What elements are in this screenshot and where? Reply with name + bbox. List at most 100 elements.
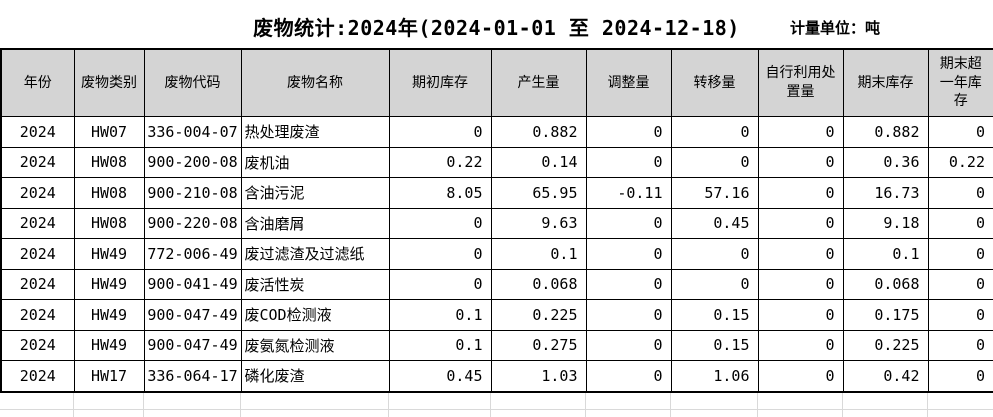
year-cell: 2024 [0,146,75,178]
closing-stock-cell: 0.175 [842,299,929,331]
transferred-amount-cell: 0.15 [670,299,759,331]
ghost-grid-cell [388,392,491,410]
adjusted-amount-cell: -0.11 [585,177,672,209]
ghost-grid-cell [0,392,74,410]
column-header: 废物代码 [143,48,242,117]
column-header: 废物类别 [73,48,145,117]
table-row: 2024 HW07 336-004-07 热处理废渣 0 0.882 0 0 0 0.882 0 [0,116,993,148]
ghost-grid-cell [143,392,241,410]
waste-category-cell: HW08 [73,177,145,209]
waste-name-cell: 含油磨屑 [240,207,390,239]
generated-amount-cell: 0.225 [490,299,587,331]
ghost-grid-cell [240,392,389,410]
adjusted-amount-cell: 0 [585,329,672,361]
waste-code-cell: 900-047-49 [143,329,242,361]
year-cell: 2024 [0,299,75,331]
waste-name-cell: 废氨氮检测液 [240,329,390,361]
adjusted-amount-cell: 0 [585,360,672,392]
self-disposal-amount-cell: 0 [757,329,844,361]
generated-amount-cell: 0.1 [490,238,587,270]
generated-amount-cell: 0.275 [490,329,587,361]
year-cell: 2024 [0,207,75,239]
closing-stock-cell: 0.882 [842,116,929,148]
over-one-year-stock-cell: 0 [927,360,993,392]
self-disposal-amount-cell: 0 [757,207,844,239]
transferred-amount-cell: 0.15 [670,329,759,361]
transferred-amount-cell: 1.06 [670,360,759,392]
waste-name-cell: 废COD检测液 [240,299,390,331]
transferred-amount-cell: 0 [670,146,759,178]
measurement-unit-label: 计量单位：吨 [790,19,881,37]
transferred-amount-cell: 0.45 [670,207,759,239]
opening-stock-cell: 0 [388,116,492,148]
column-header: 期末库存 [842,48,929,117]
year-cell: 2024 [0,329,75,361]
closing-stock-cell: 0.42 [842,360,929,392]
transferred-amount-cell: 0 [670,116,759,148]
ghost-grid-cell [927,409,993,417]
ghost-grid-cell [842,392,928,410]
waste-code-cell: 900-220-08 [143,207,242,239]
adjusted-amount-cell: 0 [585,116,672,148]
waste-name-cell: 含油污泥 [240,177,390,209]
adjusted-amount-cell: 0 [585,238,672,270]
adjusted-amount-cell: 0 [585,299,672,331]
opening-stock-cell: 0.1 [388,299,492,331]
generated-amount-cell: 0.14 [490,146,587,178]
year-cell: 2024 [0,268,75,300]
waste-category-cell: HW49 [73,238,145,270]
waste-code-cell: 900-047-49 [143,299,242,331]
table-row: 2024 HW08 900-210-08 含油污泥 8.05 65.95 -0.11 57.1… [0,177,993,209]
year-cell: 2024 [0,360,75,392]
ghost-grid-cell [143,409,241,417]
column-header: 期末超一年库存 [927,48,993,117]
generated-amount-cell: 1.03 [490,360,587,392]
report-title-bar: 废物统计:2024年(2024-01-01 至 2024-12-18) 计量单位… [0,0,993,48]
waste-category-cell: HW17 [73,360,145,392]
column-header: 转移量 [670,48,759,117]
over-one-year-stock-cell: 0 [927,116,993,148]
transferred-amount-cell: 57.16 [670,177,759,209]
generated-amount-cell: 65.95 [490,177,587,209]
column-header: 自行利用处置量 [757,48,844,117]
waste-code-cell: 336-004-07 [143,116,242,148]
waste-code-cell: 772-006-49 [143,238,242,270]
opening-stock-cell: 0.22 [388,146,492,178]
self-disposal-amount-cell: 0 [757,268,844,300]
ghost-grid-cell [73,409,144,417]
waste-code-cell: 900-200-08 [143,146,242,178]
column-header: 期初库存 [388,48,492,117]
self-disposal-amount-cell: 0 [757,177,844,209]
waste-code-cell: 900-210-08 [143,177,242,209]
ghost-grid-cell [670,392,758,410]
over-one-year-stock-cell: 0 [927,299,993,331]
year-cell: 2024 [0,177,75,209]
table-row: 2024 HW17 336-064-17 磷化废渣 0.45 1.03 0 1.06 0 0.42… [0,360,993,392]
opening-stock-cell: 0 [388,238,492,270]
column-header: 年份 [0,48,75,117]
ghost-grid-cell [585,392,671,410]
ghost-grid-cell [927,392,993,410]
table-body: 2024 HW07 336-004-07 热处理废渣 0 0.882 0 0 0 0.882 0 20… [0,116,993,392]
generated-amount-cell: 9.63 [490,207,587,239]
closing-stock-cell: 16.73 [842,177,929,209]
table-row: 2024 HW49 772-006-49 废过滤渣及过滤纸 0 0.1 0 0 0 0.1 0 [0,238,993,270]
closing-stock-cell: 0.068 [842,268,929,300]
waste-name-cell: 热处理废渣 [240,116,390,148]
over-one-year-stock-cell: 0 [927,268,993,300]
adjusted-amount-cell: 0 [585,146,672,178]
generated-amount-cell: 0.882 [490,116,587,148]
report-title: 废物统计:2024年(2024-01-01 至 2024-12-18) [253,16,740,40]
over-one-year-stock-cell: 0 [927,329,993,361]
table-row: 2024 HW49 900-041-49 废活性炭 0 0.068 0 0 0 0.068 0 [0,268,993,300]
ghost-grid-cell [490,409,586,417]
opening-stock-cell: 0.1 [388,329,492,361]
waste-category-cell: HW07 [73,116,145,148]
table-row: 2024 HW08 900-220-08 含油磨屑 0 9.63 0 0.45 0 9.18 0 [0,207,993,239]
ghost-grid-cell [490,392,586,410]
waste-name-cell: 磷化废渣 [240,360,390,392]
over-one-year-stock-cell: 0 [927,177,993,209]
waste-name-cell: 废活性炭 [240,268,390,300]
opening-stock-cell: 8.05 [388,177,492,209]
header-row: 年份 废物类别 废物代码 废物名称 期初库存 产生量 调整量 转移量 自行利用处置量 期末库存 期末… [0,48,993,117]
